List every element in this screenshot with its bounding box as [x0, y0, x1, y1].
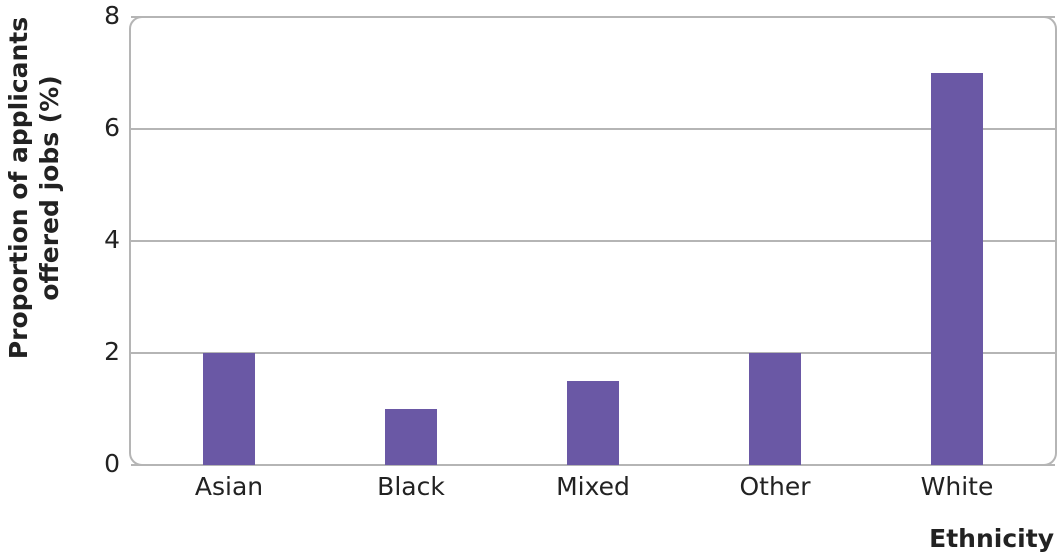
y-tick-label: 0 [104, 449, 120, 478]
x-tick-label: Black [377, 472, 445, 501]
y-tick-label: 6 [104, 113, 120, 142]
x-tick-label: Asian [195, 472, 263, 501]
bar [567, 381, 619, 465]
y-axis-label-line: Proportion of applicants [4, 17, 33, 359]
x-tick-label: White [921, 472, 994, 501]
bar [749, 353, 801, 465]
bar [203, 353, 255, 465]
y-axis-label: Proportion of applicants offered jobs (%… [4, 17, 64, 359]
y-axis-label-line: offered jobs (%) [35, 75, 64, 300]
bar [931, 73, 983, 465]
x-tick-label: Mixed [556, 472, 630, 501]
y-tick-label: 4 [104, 225, 120, 254]
bar [385, 409, 437, 465]
y-tick-label: 2 [104, 337, 120, 366]
y-tick-label: 8 [104, 1, 120, 30]
x-axis-label: Ethnicity [929, 524, 1054, 553]
x-tick-label: Other [740, 472, 812, 501]
